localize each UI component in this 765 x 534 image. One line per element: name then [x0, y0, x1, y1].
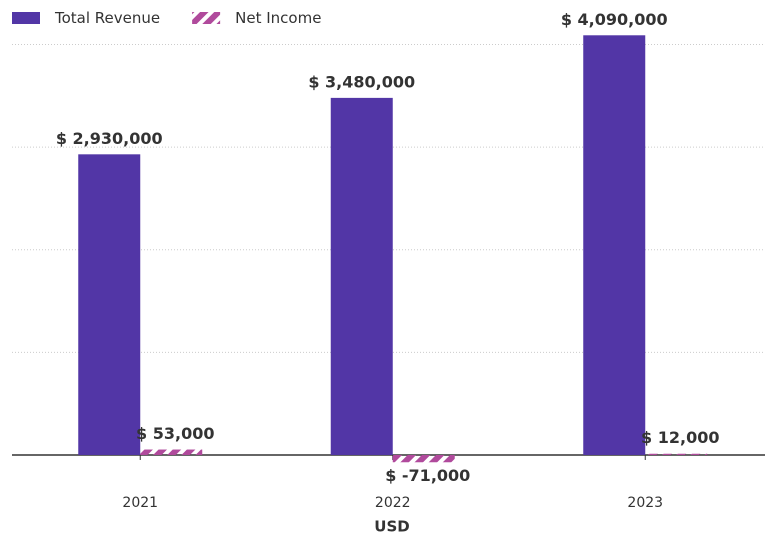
legend-label: Net Income	[235, 9, 321, 27]
value-label: $ 12,000	[641, 428, 719, 447]
bar	[583, 35, 646, 455]
x-tick-label: 2021	[122, 495, 158, 511]
bar	[140, 449, 203, 455]
x-tick-label: 2023	[627, 495, 663, 511]
value-label: $ 3,480,000	[308, 72, 415, 91]
bar	[645, 453, 708, 455]
value-label: $ -71,000	[385, 466, 470, 485]
value-label: $ 2,930,000	[56, 129, 163, 148]
x-axis-label: USD	[374, 518, 409, 534]
bar	[392, 454, 455, 463]
value-label: $ 4,090,000	[561, 10, 668, 29]
x-tick-label: 2022	[375, 495, 411, 511]
bar	[330, 97, 393, 455]
legend-label: Total Revenue	[54, 9, 160, 27]
value-label: $ 53,000	[136, 424, 214, 443]
legend-swatch	[12, 12, 40, 24]
bar	[78, 154, 141, 455]
legend-swatch	[192, 12, 221, 24]
